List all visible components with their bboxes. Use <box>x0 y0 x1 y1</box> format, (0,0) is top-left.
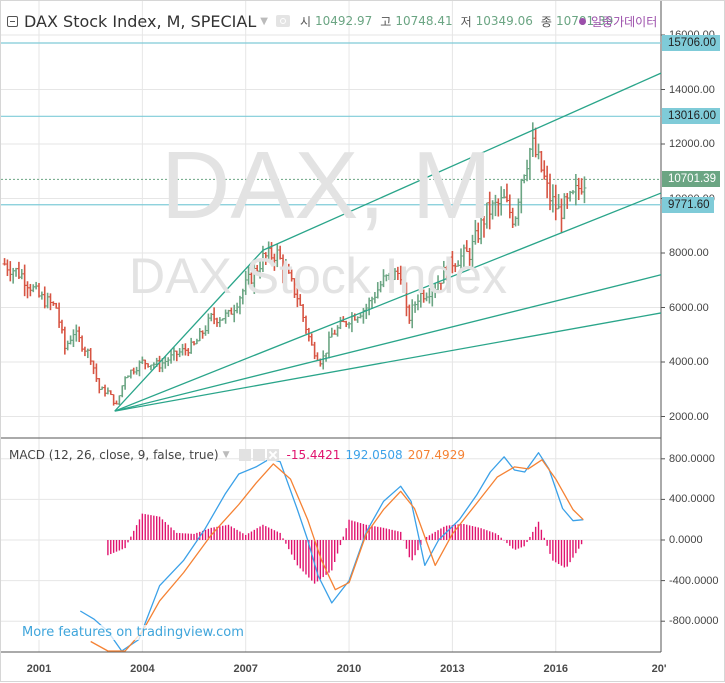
extended-data-toggle[interactable]: 일중가데이터 <box>579 13 657 30</box>
time-axis-label: 2001 <box>26 663 52 675</box>
price-tag: 13016.00 <box>662 108 720 125</box>
macd-line-value: 192.0508 <box>345 448 403 462</box>
close-icon[interactable] <box>267 449 280 461</box>
macd-histogram-value: -15.4421 <box>286 448 341 462</box>
trendline[interactable] <box>262 72 662 251</box>
price-axis-label: 4000.00 <box>669 356 709 368</box>
trendline[interactable] <box>114 192 662 412</box>
trendline[interactable] <box>114 249 264 412</box>
eye-icon[interactable] <box>275 15 290 27</box>
macd-axis-label: 800.0000 <box>669 452 715 465</box>
close-label: 종 <box>540 14 552 29</box>
price-tag: 9771.60 <box>662 196 714 213</box>
price-axis-label: 8000.00 <box>669 247 709 259</box>
tradingview-promo-link[interactable]: More features on tradingview.com <box>22 625 244 640</box>
price-tag: 15706.00 <box>662 35 720 51</box>
time-axis-label: 2007 <box>233 663 258 675</box>
high-label: 고 <box>380 14 392 29</box>
price-axis-label: 2000.00 <box>669 410 709 423</box>
low-value: 10349.06 <box>475 14 533 28</box>
macd-axis-label: -400.0000 <box>669 574 719 587</box>
time-axis-label: 2010 <box>336 663 362 675</box>
time-axis-label: 2004 <box>130 663 155 675</box>
chevron-down-icon[interactable]: ▼ <box>260 15 268 27</box>
macd-axis-label: 0.0000 <box>669 534 703 546</box>
trendline[interactable] <box>114 274 662 412</box>
price-axis-label: 6000.00 <box>669 301 709 314</box>
price-tag: 10701.39 <box>662 171 720 188</box>
chevron-down-icon[interactable]: ▼ <box>222 450 230 460</box>
macd-histogram <box>107 513 583 584</box>
dot-icon <box>579 18 586 25</box>
macd-legend: MACD (12, 26, close, 9, false, true) ▼ -… <box>9 448 465 462</box>
macd-signal-value: 207.4929 <box>407 448 465 462</box>
eye-icon[interactable] <box>239 449 252 461</box>
low-label: 저 <box>460 14 472 29</box>
price-bars[interactable] <box>2 122 587 406</box>
time-axis-label: 2013 <box>440 663 465 675</box>
price-axis-label: 14000.00 <box>669 83 715 96</box>
signal-line <box>90 459 584 652</box>
main-series-legend: DAX Stock Index, M, SPECIAL ▼ 시 10492.97… <box>7 10 621 32</box>
open-label: 시 <box>299 14 312 29</box>
macd-axis-label: 400.0000 <box>669 493 715 506</box>
trendline[interactable] <box>114 312 662 412</box>
time-axis-label: 20' <box>651 663 667 675</box>
open-value: 10492.97 <box>315 14 373 28</box>
gear-icon[interactable] <box>253 449 266 461</box>
macd-line <box>79 452 584 652</box>
symbol-title[interactable]: DAX Stock Index, M, SPECIAL <box>24 11 257 31</box>
high-value: 10748.41 <box>395 14 453 28</box>
extended-data-label: 일중가데이터 <box>591 15 658 29</box>
collapse-legend-icon[interactable] <box>7 15 18 27</box>
price-axis-label: 12000.00 <box>669 138 715 150</box>
time-axis-label: 2016 <box>543 663 568 675</box>
macd-title[interactable]: MACD (12, 26, close, 9, false, true) <box>9 448 219 462</box>
macd-axis-label: -800.0000 <box>669 615 719 628</box>
